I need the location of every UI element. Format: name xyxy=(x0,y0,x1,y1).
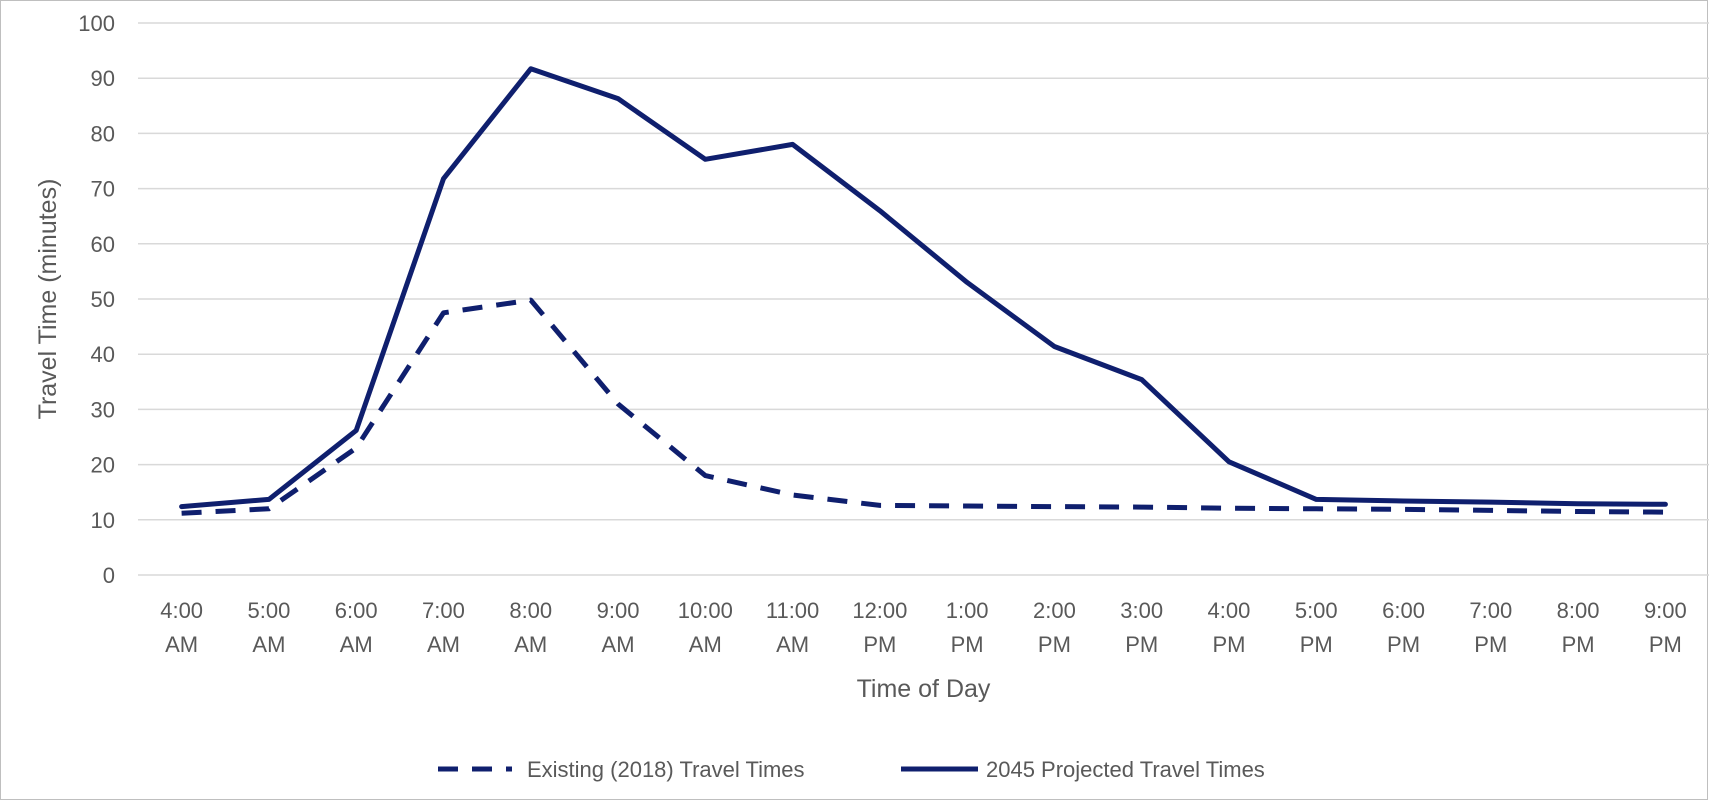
y-tick-label: 0 xyxy=(103,563,115,588)
x-tick-label-period: AM xyxy=(165,632,198,657)
x-tick-label-time: 2:00 xyxy=(1033,598,1076,623)
x-tick-label-time: 10:00 xyxy=(678,598,733,623)
x-tick-label-time: 6:00 xyxy=(1382,598,1425,623)
series-line-existing-2018 xyxy=(181,297,1666,516)
series-lines xyxy=(179,66,1668,516)
x-tick-label-time: 3:00 xyxy=(1120,598,1163,623)
x-tick-label-period: AM xyxy=(514,632,547,657)
y-tick-label: 10 xyxy=(91,508,115,533)
x-tick-label-period: PM xyxy=(1387,632,1420,657)
y-tick-label: 30 xyxy=(91,397,115,422)
x-tick-label-period: AM xyxy=(776,632,809,657)
y-tick-label: 60 xyxy=(91,232,115,257)
x-tick-label-time: 5:00 xyxy=(248,598,291,623)
y-tick-label: 70 xyxy=(91,177,115,202)
x-axis-title: Time of Day xyxy=(857,675,991,703)
x-tick-label-period: PM xyxy=(1212,632,1245,657)
y-tick-label: 50 xyxy=(91,287,115,312)
y-tick-label: 20 xyxy=(91,453,115,478)
x-tick-label-time: 8:00 xyxy=(1557,598,1600,623)
legend-label-2045-projected: 2045 Projected Travel Times xyxy=(986,757,1265,782)
x-tick-label-time: 6:00 xyxy=(335,598,378,623)
x-tick-label-time: 12:00 xyxy=(852,598,907,623)
y-tick-label: 80 xyxy=(91,121,115,146)
x-tick-label-time: 4:00 xyxy=(160,598,203,623)
y-axis-title: Travel Time (minutes) xyxy=(34,179,62,420)
x-tick-label-period: PM xyxy=(1038,632,1071,657)
x-tick-label-time: 4:00 xyxy=(1208,598,1251,623)
legend: Existing (2018) Travel Times 2045 Project… xyxy=(438,757,1265,782)
x-tick-label-time: 8:00 xyxy=(509,598,552,623)
x-tick-label-period: PM xyxy=(951,632,984,657)
x-tick-label-period: AM xyxy=(689,632,722,657)
x-tick-label-time: 5:00 xyxy=(1295,598,1338,623)
x-tick-label-period: PM xyxy=(1474,632,1507,657)
x-tick-label-period: AM xyxy=(340,632,373,657)
y-tick-label: 100 xyxy=(78,11,115,36)
x-tick-label-time: 11:00 xyxy=(766,598,819,623)
x-axis-ticks: 4:00 AM 5:00 AM 6:00 AM 7:00 AM 8:00 AM 9:00 AM 10:0… xyxy=(160,598,1687,657)
x-tick-label-period: AM xyxy=(252,632,285,657)
x-tick-label-period: PM xyxy=(1125,632,1158,657)
series-line-2045-projected xyxy=(179,66,1668,510)
y-axis-ticks: 0 10 20 30 40 50 60 70 80 90 100 xyxy=(78,11,115,588)
x-tick-label-period: PM xyxy=(1300,632,1333,657)
x-tick-label-period: PM xyxy=(863,632,896,657)
x-tick-label-period: PM xyxy=(1562,632,1595,657)
legend-label-existing-2018: Existing (2018) Travel Times xyxy=(527,757,805,782)
gridlines xyxy=(138,22,1709,576)
y-tick-label: 40 xyxy=(91,342,115,367)
y-tick-label: 90 xyxy=(91,66,115,91)
x-tick-label-period: AM xyxy=(427,632,460,657)
x-tick-label-period: PM xyxy=(1649,632,1682,657)
x-tick-label-time: 1:00 xyxy=(946,598,989,623)
x-tick-label-period: AM xyxy=(602,632,635,657)
x-tick-label-time: 9:00 xyxy=(597,598,640,623)
x-tick-label-time: 7:00 xyxy=(1469,598,1512,623)
x-tick-label-time: 9:00 xyxy=(1644,598,1687,623)
x-tick-label-time: 7:00 xyxy=(422,598,465,623)
